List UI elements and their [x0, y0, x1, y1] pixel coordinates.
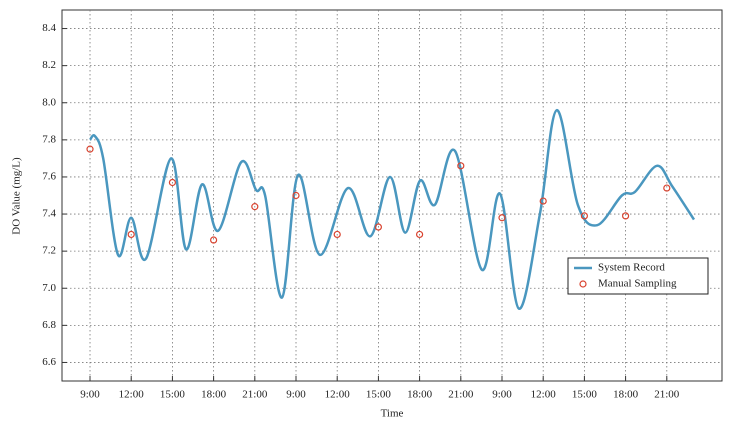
x-tick-label: 21:00: [448, 389, 474, 401]
x-tick-label: 21:00: [654, 389, 680, 401]
y-tick-label: 7.6: [42, 170, 56, 182]
y-tick-label: 8.0: [42, 96, 56, 108]
x-tick-label: 15:00: [160, 389, 186, 401]
marker: [251, 203, 259, 211]
marker: [416, 230, 424, 239]
marker: [168, 178, 177, 187]
legend-label: Manual Sampling: [598, 278, 677, 290]
x-tick-label: 15:00: [366, 389, 392, 401]
y-tick-label: 6.8: [42, 319, 56, 331]
x-tick-label: 12:00: [325, 389, 351, 401]
x-tick-label: 9:00: [80, 389, 100, 401]
y-tick-label: 7.0: [42, 282, 56, 294]
marker: [333, 230, 341, 239]
y-tick-label: 7.4: [42, 208, 56, 220]
x-tick-label: 18:00: [613, 389, 639, 401]
legend-label: System Record: [598, 262, 665, 274]
legend-box: [567, 257, 709, 295]
marker: [374, 223, 383, 231]
legend-swatch: [579, 280, 587, 288]
y-tick-label: 6.6: [42, 356, 56, 368]
x-axis-label: Time: [381, 408, 404, 420]
x-tick-label: 12:00: [119, 389, 145, 401]
x-tick-label: 21:00: [242, 389, 268, 401]
marker: [663, 184, 671, 192]
y-tick-label: 7.2: [42, 245, 56, 257]
y-tick-label: 8.2: [42, 59, 56, 71]
marker: [498, 214, 506, 222]
x-tick-label: 18:00: [201, 389, 227, 401]
x-tick-label: 9:00: [286, 389, 306, 401]
marker: [580, 212, 588, 220]
x-tick-label: 12:00: [531, 389, 557, 401]
y-axis-label: DO Value (mg/L): [11, 157, 23, 235]
line: [89, 108, 696, 310]
x-tick-label: 9:00: [492, 389, 512, 401]
marker: [621, 212, 630, 220]
marker: [127, 230, 135, 239]
marker: [86, 145, 94, 153]
y-tick-label: 7.8: [42, 133, 56, 145]
marker: [457, 162, 465, 170]
plot-frame: [61, 9, 723, 382]
marker: [539, 197, 547, 205]
marker: [292, 191, 300, 200]
y-tick-label: 8.4: [42, 22, 56, 34]
marker: [210, 236, 218, 244]
x-tick-label: 18:00: [407, 389, 433, 401]
x-tick-label: 15:00: [572, 389, 598, 401]
